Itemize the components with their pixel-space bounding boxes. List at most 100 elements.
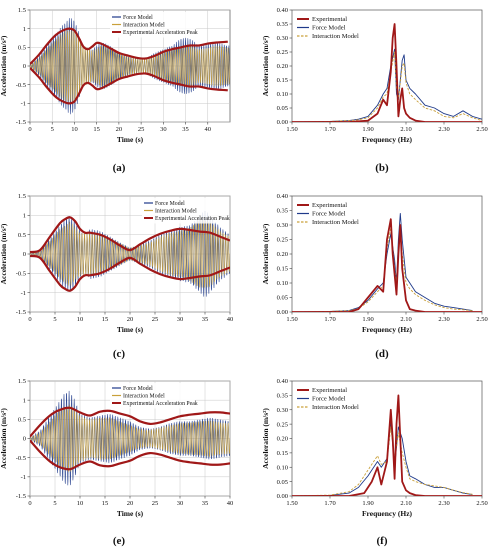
x-tick-label: 2.50 [476,316,487,323]
legend-box [110,12,196,38]
panel-label-b: (b) [375,162,389,174]
chart-panel-e: 0 5 10 15 20 25 30 35 40 -1.5 -1 -0.5 0 0.5 1 1.5 Time (… [0,378,233,518]
series-experimental-acceleration-peak-lower [30,254,230,292]
series-experimental-acceleration-peak-upper [30,406,230,438]
legend-label-force-model: Force Model [312,396,346,403]
x-tick-label: 2.30 [438,316,449,323]
panel-label-e: (e) [112,535,126,547]
legend-label-experimental: Experimental [312,387,347,394]
chart-panel-c: 0 5 10 15 20 25 30 35 40 -1.5 -1 -0.5 0 0.5 1 1.5 Time (… [0,193,233,334]
series-experimental [292,23,482,122]
y-tick-label: 0.20 [277,251,288,258]
legend: Force Model Interaction ModelExperimental… [142,198,230,224]
x-tick-label: 0 [28,316,31,323]
x-tick-label: 1.70 [324,316,335,323]
y-tick-label: 0.30 [277,35,288,42]
x-tick-label: 2.10 [400,126,411,133]
panel-label-d: (d) [375,348,389,360]
legend-label-force-model: Force Model [155,201,185,207]
x-tick-label: 10 [77,500,84,507]
legend-label-force-model: Force Model [123,386,153,392]
legend-label-interaction-model: Interaction Model [123,394,165,400]
series-experimental-acceleration-peak-upper [30,27,228,65]
x-tick-label: 0 [28,126,31,133]
chart-panel-d: 1.50 1.70 1.90 2.10 2.30 2.50 0.00 0.05 0.10 0.15… [261,193,488,334]
x-tick-label: 30 [177,316,184,323]
legend-label-interaction-model: Interaction Model [312,404,359,411]
x-tick-label: 35 [182,126,189,133]
x-tick-label: 25 [152,316,159,323]
y-tick-label: 1.5 [18,193,26,200]
series-experimental-acceleration-peak-lower [30,67,228,105]
y-tick-label: 0.15 [277,266,288,273]
y-tick-label: 0.40 [277,7,288,14]
y-tick-label: -1.5 [16,119,26,126]
legend-label-interaction-model: Interaction Model [123,23,165,29]
y-axis-title: Acceleration (m/s²) [261,35,270,96]
x-tick-label: 10 [71,126,78,133]
y-tick-label: 0.35 [277,21,288,28]
series-interaction-model [292,426,473,496]
series-interaction-model [30,30,230,102]
y-tick-label: -1 [21,101,26,108]
y-tick-label: 0 [23,436,26,443]
legend-label-experimental-acceleration-peak: Experimental Acceleration Peak [123,30,198,36]
y-tick-label: -0.5 [16,271,26,278]
legend-label-force-model: Force Model [312,25,346,32]
series-layer [292,23,482,122]
y-tick-label: 0.10 [277,464,288,471]
x-axis-title: Frequency (Hz) [362,509,413,518]
series-experimental [292,394,482,496]
series-experimental-acceleration-peak-upper [30,216,230,254]
series-force-model [292,212,473,312]
y-tick-label: 0.15 [277,77,288,84]
series-experimental [292,218,482,312]
panel-label-c: (c) [112,348,126,360]
x-tick-label: 1.50 [286,500,297,507]
y-tick-label: 0.5 [18,45,26,52]
y-tick-label: 1 [23,26,26,33]
x-tick-label: 15 [102,500,109,507]
y-tick-label: 0.00 [277,493,288,500]
x-tick-label: 1.50 [286,126,297,133]
y-tick-label: 0.10 [277,91,288,98]
x-tick-label: 40 [227,500,234,507]
panel-label-a: (a) [112,162,126,174]
chart-panel-f: 1.50 1.70 1.90 2.10 2.30 2.50 0.00 0.05 0.10 0.15… [261,378,488,518]
y-tick-label: -1 [21,474,26,481]
x-tick-label: 15 [93,126,100,133]
legend-label-interaction-model: Interaction Model [312,33,359,40]
panel-label-f: (f) [376,535,388,547]
y-tick-label: 0.40 [277,378,288,385]
y-tick-label: 0.00 [277,309,288,316]
y-tick-label: 0.20 [277,436,288,443]
legend: Force Model Interaction ModelExperimental… [110,383,198,409]
series-interaction-model [30,404,230,473]
x-axis-title: Frequency (Hz) [362,325,413,334]
legend-box [110,383,196,409]
y-tick-label: -0.5 [16,455,26,462]
x-axis-title: Time (s) [117,325,144,334]
x-tick-label: 20 [116,126,123,133]
y-tick-label: -1.5 [16,493,26,500]
x-tick-label: 5 [51,126,54,133]
y-tick-label: 0.40 [277,193,288,200]
legend-box [142,198,228,224]
legend-label-experimental: Experimental [312,16,347,23]
x-tick-label: 25 [152,500,159,507]
series-layer [30,18,230,115]
x-tick-label: 30 [177,500,184,507]
series-layer [30,390,230,486]
x-tick-label: 0 [28,500,31,507]
x-tick-label: 30 [160,126,167,133]
y-tick-label: 0.05 [277,105,288,112]
y-tick-label: 0.5 [18,232,26,239]
y-tick-label: 0.05 [277,479,288,486]
legend-label-force-model: Force Model [312,211,346,218]
y-tick-label: 1 [23,213,26,220]
y-tick-label: 0.35 [277,393,288,400]
